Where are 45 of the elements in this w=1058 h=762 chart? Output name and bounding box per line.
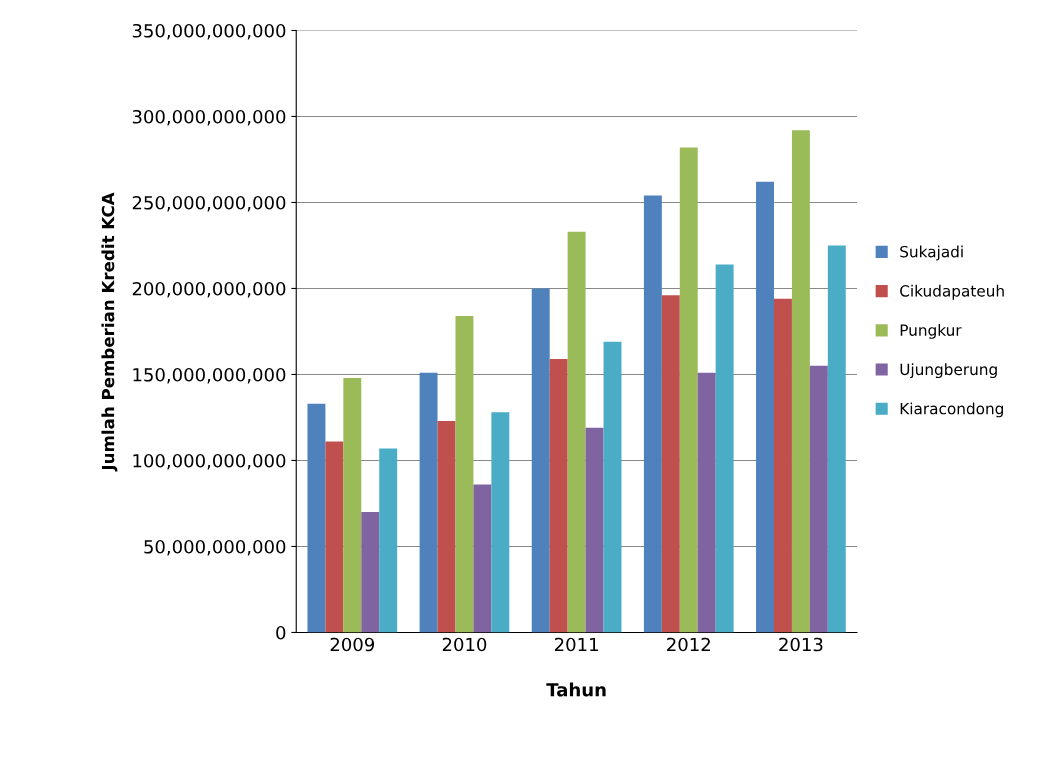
bar: [809, 365, 828, 633]
y-tick-label: 200,000,000,000: [132, 281, 286, 298]
bar: [661, 295, 680, 633]
y-tick-label: 150,000,000,000: [133, 367, 286, 384]
y-tick-label: 0: [276, 625, 286, 640]
y-tick-label: 350,000,000,000: [132, 23, 286, 40]
bar: [491, 412, 510, 633]
x-tick-label: 2009: [330, 637, 375, 652]
y-axis-title: Jumlah Pemberian Kredit KCA: [101, 192, 118, 472]
bar: [437, 420, 456, 633]
legend-label: Pungkur: [900, 324, 962, 339]
bar: [715, 264, 734, 633]
bar: [419, 372, 438, 633]
x-tick-label: 2013: [779, 637, 823, 652]
y-tick-label: 300,000,000,000: [132, 109, 286, 126]
bar: [379, 448, 398, 633]
bar: [585, 427, 604, 633]
bar: [307, 403, 326, 633]
bar: [343, 377, 362, 633]
bar: [643, 195, 662, 633]
bar: [679, 147, 698, 633]
bar: [697, 372, 716, 633]
bar: [827, 245, 846, 633]
legend-label: Ujungberung: [900, 363, 997, 379]
bar: [325, 441, 344, 633]
x-axis-title: Tahun: [546, 682, 606, 697]
bar: [756, 181, 774, 633]
y-tick-label: 100,000,000,000: [133, 453, 286, 470]
bar: [791, 130, 810, 633]
y-tick-label: 50,000,000,000: [144, 539, 286, 556]
bar: [549, 358, 568, 633]
bar: [361, 512, 380, 633]
x-tick-label: 2010: [442, 637, 487, 652]
x-tick-label: 2011: [554, 637, 598, 652]
bar: [473, 484, 492, 633]
bar: [455, 315, 474, 633]
bar: [531, 288, 550, 633]
legend-label: Cikudapateuh: [900, 284, 1004, 300]
x-tick-label: 2012: [667, 637, 710, 652]
legend-label: Kiaracondong: [900, 402, 1003, 418]
bar: [603, 341, 622, 633]
bar: [567, 231, 586, 633]
y-tick-label: 250,000,000,000: [132, 195, 286, 212]
bar: [773, 298, 792, 633]
legend-label: Sukajadi: [900, 245, 963, 261]
